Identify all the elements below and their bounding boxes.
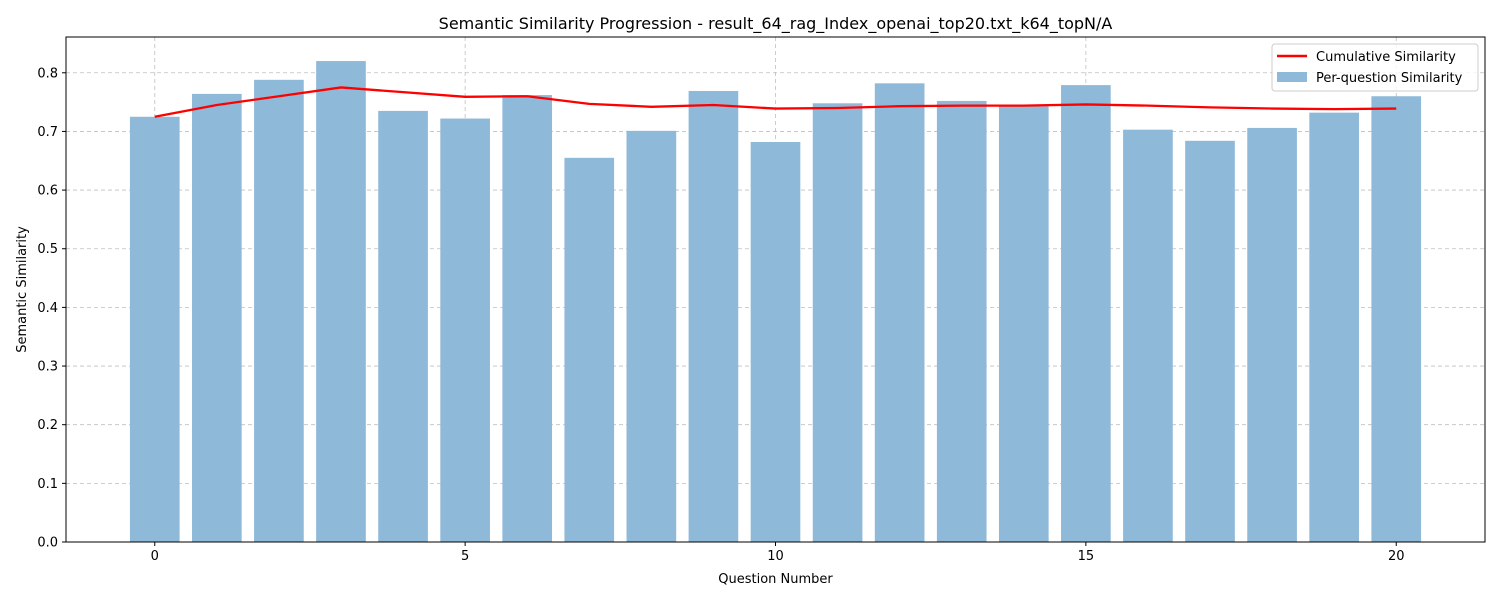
bar (936, 100, 987, 543)
y-axis-label: Semantic Similarity (15, 226, 30, 353)
y-tick-label: 0.2 (37, 418, 58, 433)
bar (378, 110, 428, 542)
legend-entry-cumulative: Cumulative Similarity (1316, 50, 1456, 65)
y-tick-label: 0.3 (37, 360, 58, 375)
line-layer (154, 86, 1397, 118)
bar-layer (129, 61, 1422, 543)
x-axis-label: Question Number (718, 572, 833, 587)
bar (1371, 96, 1422, 542)
y-tick-label: 0.4 (37, 301, 58, 316)
bar (626, 130, 677, 542)
legend-bar-swatch (1277, 72, 1307, 82)
bar (316, 61, 366, 543)
bar (1185, 140, 1235, 542)
bar (440, 118, 490, 543)
bar (688, 90, 739, 542)
bar (874, 83, 925, 542)
y-tick-label: 0.6 (37, 184, 58, 199)
bar (254, 79, 304, 542)
y-tick-label: 0.5 (37, 242, 58, 257)
bar (750, 141, 801, 542)
bar (192, 93, 242, 542)
y-tick-label: 0.1 (37, 477, 58, 492)
bar (1061, 85, 1111, 542)
bar (1123, 129, 1173, 542)
y-tick-label: 0.0 (37, 536, 58, 551)
tick-layer: 0 5 10 15 20 0.0 0.1 0.2 0.3 0.4 0.5 0.6 0.7 0.8 (37, 66, 1404, 564)
y-tick-label: 0.8 (37, 66, 58, 81)
x-tick-label: 5 (461, 549, 469, 564)
bar (129, 116, 180, 543)
bar (564, 157, 615, 542)
bar (502, 95, 553, 543)
bar (812, 103, 863, 542)
x-tick-label: 0 (151, 549, 159, 564)
y-tick-label: 0.7 (37, 125, 58, 140)
bar (998, 106, 1049, 543)
bar (1247, 127, 1297, 542)
cumulative-line (154, 86, 1397, 118)
legend-entry-per-question: Per-question Similarity (1316, 71, 1463, 86)
chart-title: Semantic Similarity Progression - result… (439, 14, 1113, 34)
legend: Cumulative Similarity Per-question Simil… (1271, 43, 1479, 92)
x-tick-label: 10 (767, 549, 784, 564)
bar (1309, 112, 1359, 542)
x-tick-label: 20 (1388, 549, 1405, 564)
legend-box (1271, 43, 1479, 92)
x-tick-label: 15 (1078, 549, 1095, 564)
